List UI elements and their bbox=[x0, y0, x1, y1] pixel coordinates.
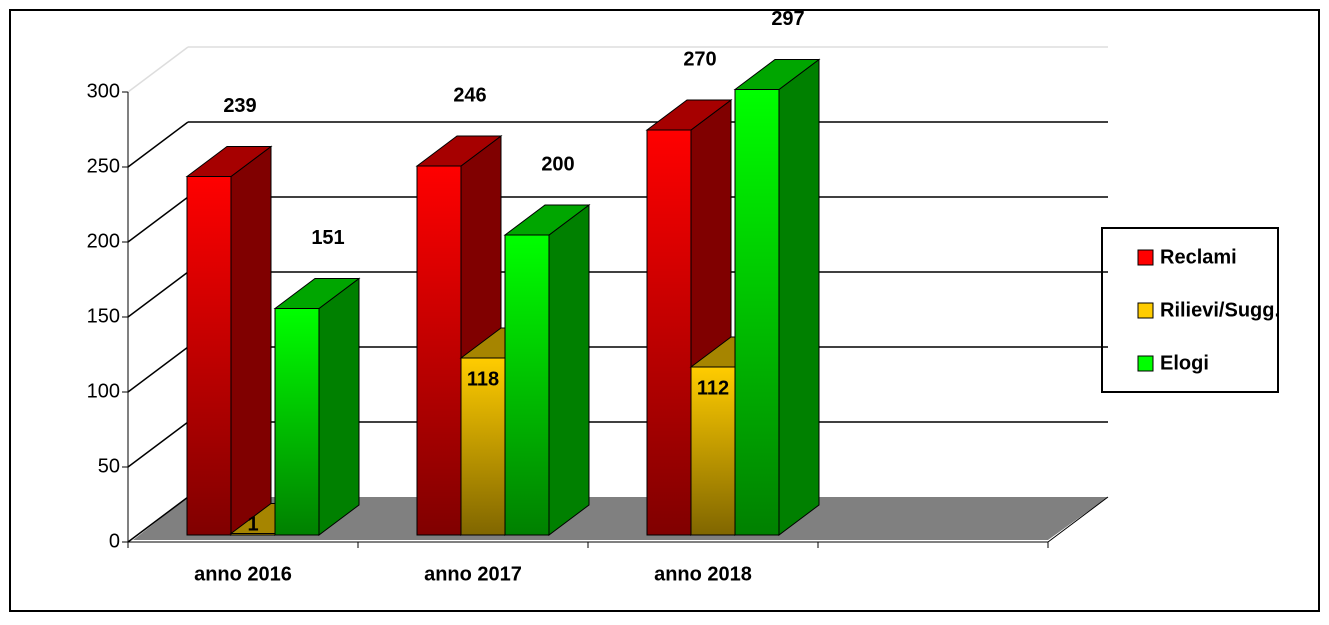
y-tick-label: 150 bbox=[87, 305, 120, 327]
side-grid-line bbox=[127, 46, 189, 93]
data-label: 1 bbox=[247, 513, 258, 535]
y-tick-label: 200 bbox=[87, 230, 120, 252]
legend-label: Rilievi/Sugg. bbox=[1160, 299, 1280, 321]
side-grid-line bbox=[127, 196, 189, 243]
side-grid-line bbox=[127, 346, 189, 393]
bar bbox=[504, 234, 550, 536]
x-tick-label: anno 2018 bbox=[654, 563, 752, 585]
legend-box bbox=[1101, 227, 1279, 393]
side-grid-line bbox=[127, 421, 189, 468]
data-label: 297 bbox=[771, 8, 804, 30]
bar bbox=[690, 366, 736, 536]
legend-label: Elogi bbox=[1160, 352, 1209, 374]
floor-edge bbox=[1047, 496, 1109, 543]
legend-swatch bbox=[1137, 249, 1154, 266]
data-label: 112 bbox=[697, 377, 729, 399]
x-tick-label: anno 2016 bbox=[194, 563, 292, 585]
data-label: 239 bbox=[223, 95, 256, 117]
legend-label: Reclami bbox=[1160, 246, 1237, 268]
data-label: 270 bbox=[683, 48, 716, 70]
legend-swatch bbox=[1137, 355, 1154, 372]
data-label: 200 bbox=[541, 153, 574, 175]
bar-side bbox=[778, 58, 820, 536]
bar bbox=[274, 308, 320, 536]
y-tick-label: 300 bbox=[87, 80, 120, 102]
side-grid-line bbox=[127, 271, 189, 318]
bar bbox=[186, 176, 232, 536]
y-tick-label: 0 bbox=[109, 530, 120, 552]
bar-side bbox=[230, 145, 272, 536]
bar-side bbox=[318, 277, 360, 536]
legend-swatch bbox=[1137, 302, 1154, 319]
data-label: 118 bbox=[467, 368, 499, 390]
side-grid-line bbox=[127, 496, 189, 543]
bar bbox=[646, 129, 692, 536]
y-tick-label: 250 bbox=[87, 155, 120, 177]
y-tick-label: 100 bbox=[87, 380, 120, 402]
x-tick-label: anno 2017 bbox=[424, 563, 522, 585]
data-label: 246 bbox=[453, 84, 486, 106]
bar bbox=[460, 357, 506, 536]
bar bbox=[416, 165, 462, 536]
floor bbox=[133, 497, 1108, 540]
y-tick-label: 50 bbox=[98, 455, 120, 477]
data-label: 151 bbox=[311, 227, 344, 249]
bar bbox=[734, 89, 780, 536]
side-grid-line bbox=[127, 121, 189, 168]
bar-side bbox=[548, 204, 590, 536]
